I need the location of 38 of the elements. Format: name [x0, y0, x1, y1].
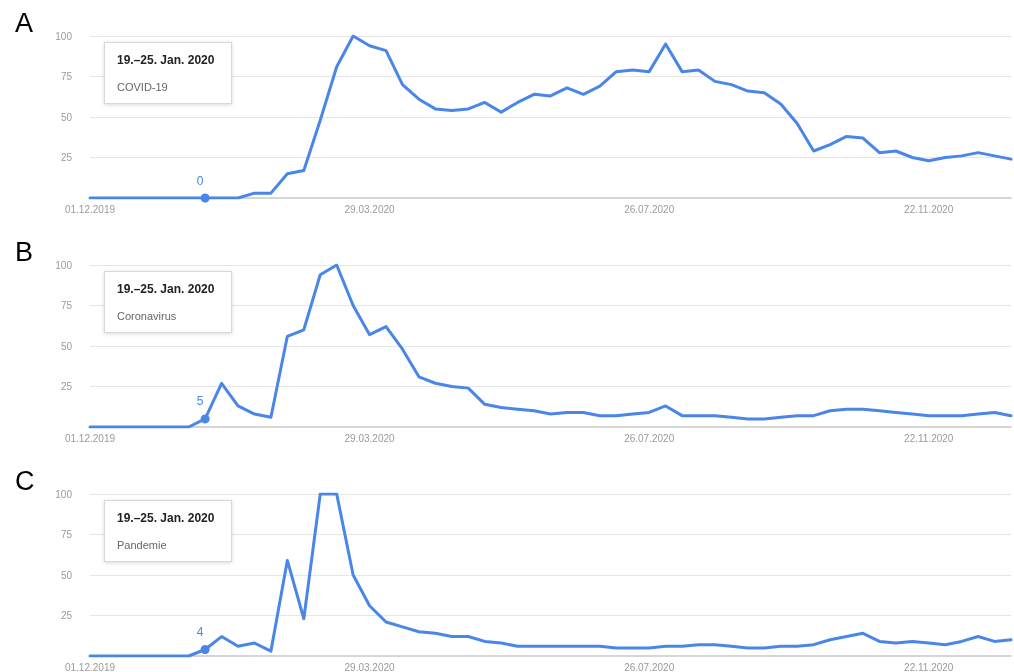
annotation: 19.–25. Jan. 2020: [117, 282, 216, 296]
x-tick-label: 26.07.2020: [624, 432, 675, 444]
line-series: [88, 492, 1013, 658]
y-tick-label: 25: [60, 152, 73, 163]
x-tick-label: 22.11.2020: [904, 203, 954, 215]
y-tick-label: 100: [55, 488, 73, 500]
line-series: [88, 263, 1013, 429]
y-tick-label: 100: [55, 259, 73, 271]
x-tick-label: 29.03.2020: [344, 661, 396, 672]
annotation: 19.–25. Jan. 2020: [117, 511, 216, 525]
x-tick-label: 29.03.2020: [344, 203, 396, 215]
data-label: 5: [196, 394, 204, 409]
x-tick-label: 01.12.2019: [64, 661, 116, 672]
y-tick-label: 75: [60, 300, 73, 311]
data-label: 4: [196, 625, 204, 640]
chart-title: C: [15, 465, 35, 496]
tooltip-card: 19.–25. Jan. 2020 Pandemie: [104, 500, 232, 562]
y-tick-label: 25: [60, 610, 73, 621]
x-tick-label: 26.07.2020: [624, 203, 675, 215]
tooltip-card: 19.–25. Jan. 2020 COVID-19: [104, 42, 232, 104]
x-tick-label: 26.07.2020: [624, 661, 675, 672]
x-tick-label: 01.12.2019: [64, 432, 116, 444]
y-tick-label: 50: [60, 340, 73, 352]
data-label: 0: [196, 173, 204, 188]
y-tick-label: 75: [60, 71, 73, 82]
chart-title: B: [15, 236, 34, 267]
chart-title: A: [15, 7, 34, 38]
y-tick-label: 75: [60, 529, 73, 540]
y-tick-label: 25: [60, 381, 73, 392]
annotation: 19.–25. Jan. 2020: [117, 53, 216, 67]
x-tick-label: 29.03.2020: [344, 432, 396, 444]
y-tick-label: 50: [60, 111, 73, 123]
x-tick-label: 22.11.2020: [904, 432, 954, 444]
y-tick-label: 50: [60, 569, 73, 581]
tooltip-card: 19.–25. Jan. 2020 Coronavirus: [104, 271, 232, 333]
y-tick-label: 100: [55, 30, 73, 42]
x-tick-label: 22.11.2020: [904, 661, 954, 672]
x-tick-label: 01.12.2019: [64, 203, 116, 215]
